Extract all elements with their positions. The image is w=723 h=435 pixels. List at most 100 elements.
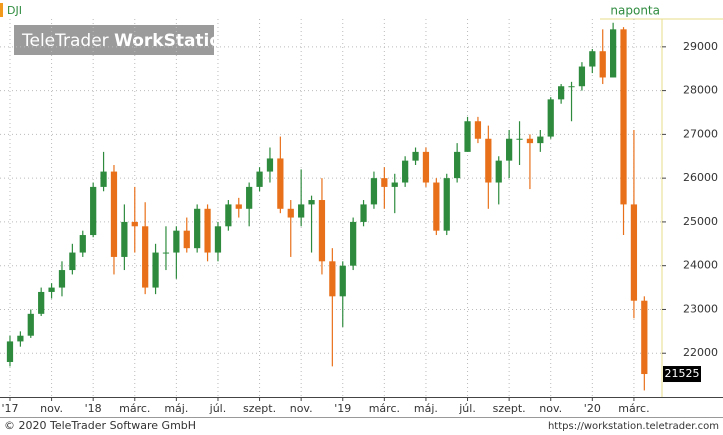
candle-body [422,151,430,183]
candle-body [131,221,138,227]
x-tick-label: szept. [243,402,276,415]
interval: naponta [610,4,660,18]
candle-body [48,287,55,292]
footer [0,417,723,435]
candle-body [558,86,565,100]
candle-body [641,300,648,375]
candle-body [298,204,305,218]
candle-body [381,178,388,187]
x-tick-label: máj. [164,402,188,415]
x-tick-label: nov. [290,402,313,415]
candle-body [58,270,66,288]
y-tick-label: 27000 [683,127,718,140]
candle-body [246,186,253,209]
candle-body [630,204,638,301]
candle-body [110,171,118,257]
y-tick-label: 29000 [683,40,718,53]
last-price: 21525 [665,367,700,380]
candle-body [599,51,606,78]
footer-right: https://workstation.teletrader.com [548,421,719,432]
candle-body [152,252,159,288]
candle-body [69,252,76,271]
x-tick-label: nov. [40,402,63,415]
y-tick-label: 22000 [683,346,718,359]
candle-body [350,221,357,266]
candle-body [100,171,107,187]
x-tick-label: júl. [458,402,476,415]
candle-body [204,208,211,253]
candle-body [142,226,149,288]
candle-body [474,121,482,139]
candle-body [27,313,34,336]
candle-body [495,160,502,183]
x-tick-label: máj. [414,402,438,415]
x-tick-label: szept. [493,402,526,415]
candle-body [620,29,627,205]
x-tick-label: '17 [1,402,18,415]
candle-body [339,265,346,297]
candle-body [173,230,180,253]
last-price-box [663,366,701,383]
candle-body [360,204,367,222]
x-tick-label: nov. [539,402,562,415]
candle-body [308,200,315,205]
watermark: TeleTrader WorkStation [21,31,233,51]
candle-body [402,160,409,183]
candle-body [526,138,534,144]
candle-body [194,208,201,249]
candle-body [454,151,461,179]
candle-body [90,186,97,236]
watermark-b: WorkStation [114,31,233,51]
symbol-marker [0,3,3,17]
candle-body [506,138,513,161]
candle-body [568,86,575,88]
watermark-bg [14,25,214,55]
candle-body [485,138,492,183]
symbol: DJI [7,4,22,17]
candle-body [256,171,263,187]
candle-body [547,99,554,137]
candle-body [235,204,242,209]
candle-body [277,158,284,209]
candle-body [79,235,86,253]
watermark-a: TeleTrader [21,31,109,51]
x-tick-label: júl. [209,402,227,415]
x-tick-label: '20 [584,402,601,415]
candle-body [214,226,222,253]
candle-body [6,341,14,362]
candle-body [225,204,232,227]
y-tick-label: 23000 [683,302,718,315]
candle-body [329,261,336,297]
candle-body [121,221,128,257]
x-tick-label: márc. [119,402,150,415]
candle-body [17,335,24,342]
candle-body [370,178,378,205]
x-tick-label: '18 [85,402,102,415]
candle-body [589,51,596,67]
candle-body [287,208,294,218]
candle-body [464,121,471,152]
x-tick-label: márc. [618,402,649,415]
candle-body [266,158,274,172]
y-tick-label: 24000 [683,259,718,272]
candle-body [433,182,440,231]
candle-body [162,252,170,254]
plot [0,19,662,397]
footer-left: © 2020 TeleTrader Software GmbH [4,419,196,432]
candle-body [443,178,450,231]
candle-body [516,138,523,140]
candle-body [610,29,617,78]
candle-body [537,136,544,144]
y-tick-label: 25000 [683,215,718,228]
candle-body [38,291,45,314]
x-tick-label: márc. [369,402,400,415]
candle-body [578,66,586,87]
candle-body [412,151,419,161]
y-tick-label: 28000 [683,84,718,97]
x-tick-label: '19 [334,402,351,415]
candle-body [391,182,398,187]
candle-body [318,200,326,262]
candle-body [183,230,190,249]
y-tick-label: 26000 [683,171,718,184]
